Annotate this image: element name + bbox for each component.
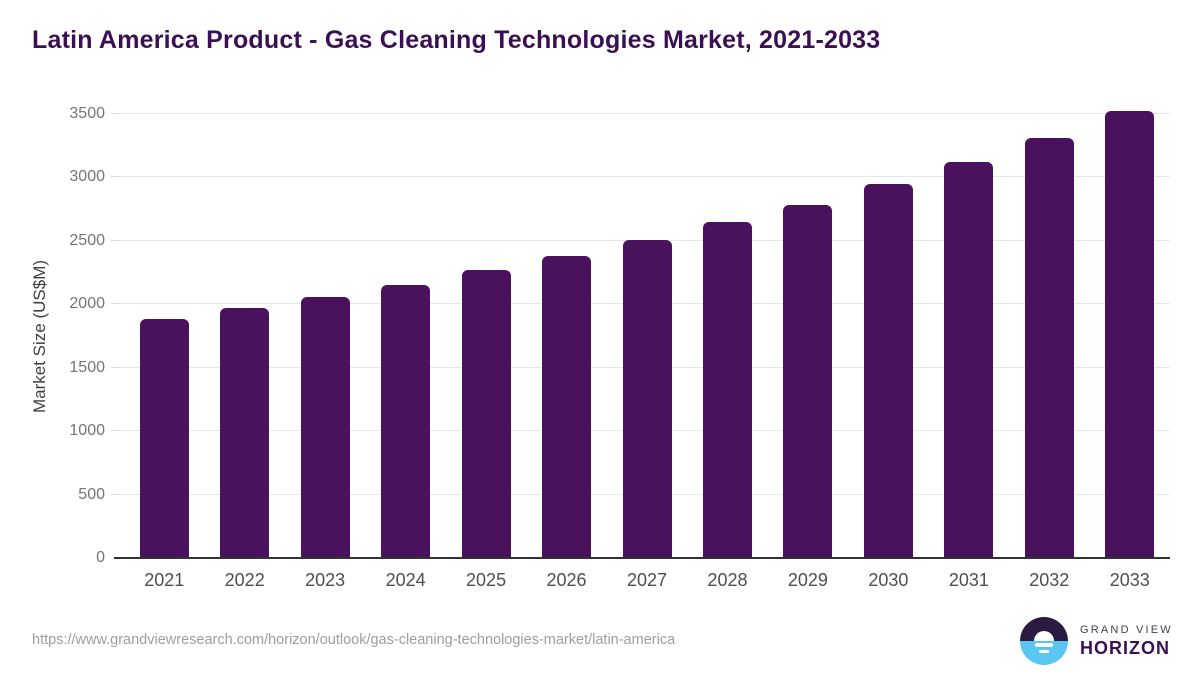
sun-reflection-line	[1039, 650, 1049, 653]
x-axis-tick-labels: 2021 2022 2023 2024 2025 2026 2027 2028 2029 2030…	[124, 570, 1170, 594]
y-tick-mark-2000	[111, 303, 123, 305]
x-tick-label-2025: 2025	[466, 570, 507, 590]
y-tick-label-0: 0	[96, 549, 105, 566]
x-tick-label-2021: 2021	[144, 570, 185, 590]
y-tick-label-3000: 3000	[69, 168, 105, 186]
bar-2031	[944, 162, 994, 558]
bar-2025	[461, 270, 511, 558]
bar-2032	[1024, 138, 1074, 558]
logo-text: GRAND VIEW HORIZON	[1080, 624, 1173, 659]
bar-2029	[783, 204, 833, 558]
x-tick-label-2028: 2028	[707, 570, 748, 590]
y-tick-mark-500	[111, 493, 123, 495]
y-tick-mark-2500	[111, 239, 123, 241]
y-tick-mark-1500	[111, 366, 123, 368]
x-tick-label-2030: 2030	[868, 570, 909, 590]
bar-2022	[220, 308, 270, 558]
bar-2033	[1105, 110, 1155, 558]
source-url: https://www.grandviewresearch.com/horizo…	[32, 632, 676, 648]
y-tick-mark-3500	[111, 113, 123, 114]
y-tick-label-3500: 3500	[69, 105, 105, 122]
x-axis-line	[114, 557, 1170, 559]
x-tick-label-2023: 2023	[305, 570, 346, 590]
x-tick-label-2022: 2022	[224, 570, 265, 590]
y-tick-label-500: 500	[78, 485, 105, 503]
logo-brand-bottom: HORIZON	[1080, 637, 1170, 658]
sun-shape	[1034, 631, 1054, 641]
x-tick-label-2026: 2026	[546, 570, 587, 590]
gridline-3500	[124, 113, 1170, 114]
bar-2030	[863, 183, 913, 558]
x-tick-label-2029: 2029	[787, 570, 828, 590]
y-tick-label-2000: 2000	[69, 295, 105, 313]
bar-2021	[139, 318, 189, 558]
y-tick-mark-1000	[111, 430, 123, 432]
y-tick-label-1500: 1500	[69, 358, 105, 376]
x-tick-label-2032: 2032	[1029, 570, 1070, 590]
x-tick-label-2033: 2033	[1109, 570, 1150, 590]
bar-2027	[622, 240, 672, 558]
y-tick-label-2500: 2500	[69, 231, 105, 249]
sun-reflection-line	[1035, 643, 1053, 647]
y-axis-tick-labels: 0 500 1000 1500 2000 2500 3000 3500	[0, 105, 105, 566]
y-tick-mark-3000	[111, 176, 123, 178]
logo-brand-top: GRAND VIEW	[1080, 623, 1173, 636]
horizon-sun-icon	[1020, 617, 1068, 665]
plot-area	[111, 110, 1170, 558]
chart-title: Latin America Product - Gas Cleaning Tec…	[32, 26, 881, 54]
x-tick-label-2031: 2031	[948, 570, 989, 590]
x-tick-label-2027: 2027	[626, 570, 668, 590]
grandview-horizon-logo: GRAND VIEW HORIZON	[1020, 617, 1173, 665]
bar-2023	[300, 297, 350, 558]
bar-2026	[542, 256, 592, 558]
y-tick-label-1000: 1000	[69, 422, 105, 440]
gridline-3000	[124, 176, 1170, 178]
x-tick-label-2024: 2024	[385, 570, 426, 590]
bar-2028	[702, 222, 752, 558]
bar-2024	[381, 285, 431, 558]
